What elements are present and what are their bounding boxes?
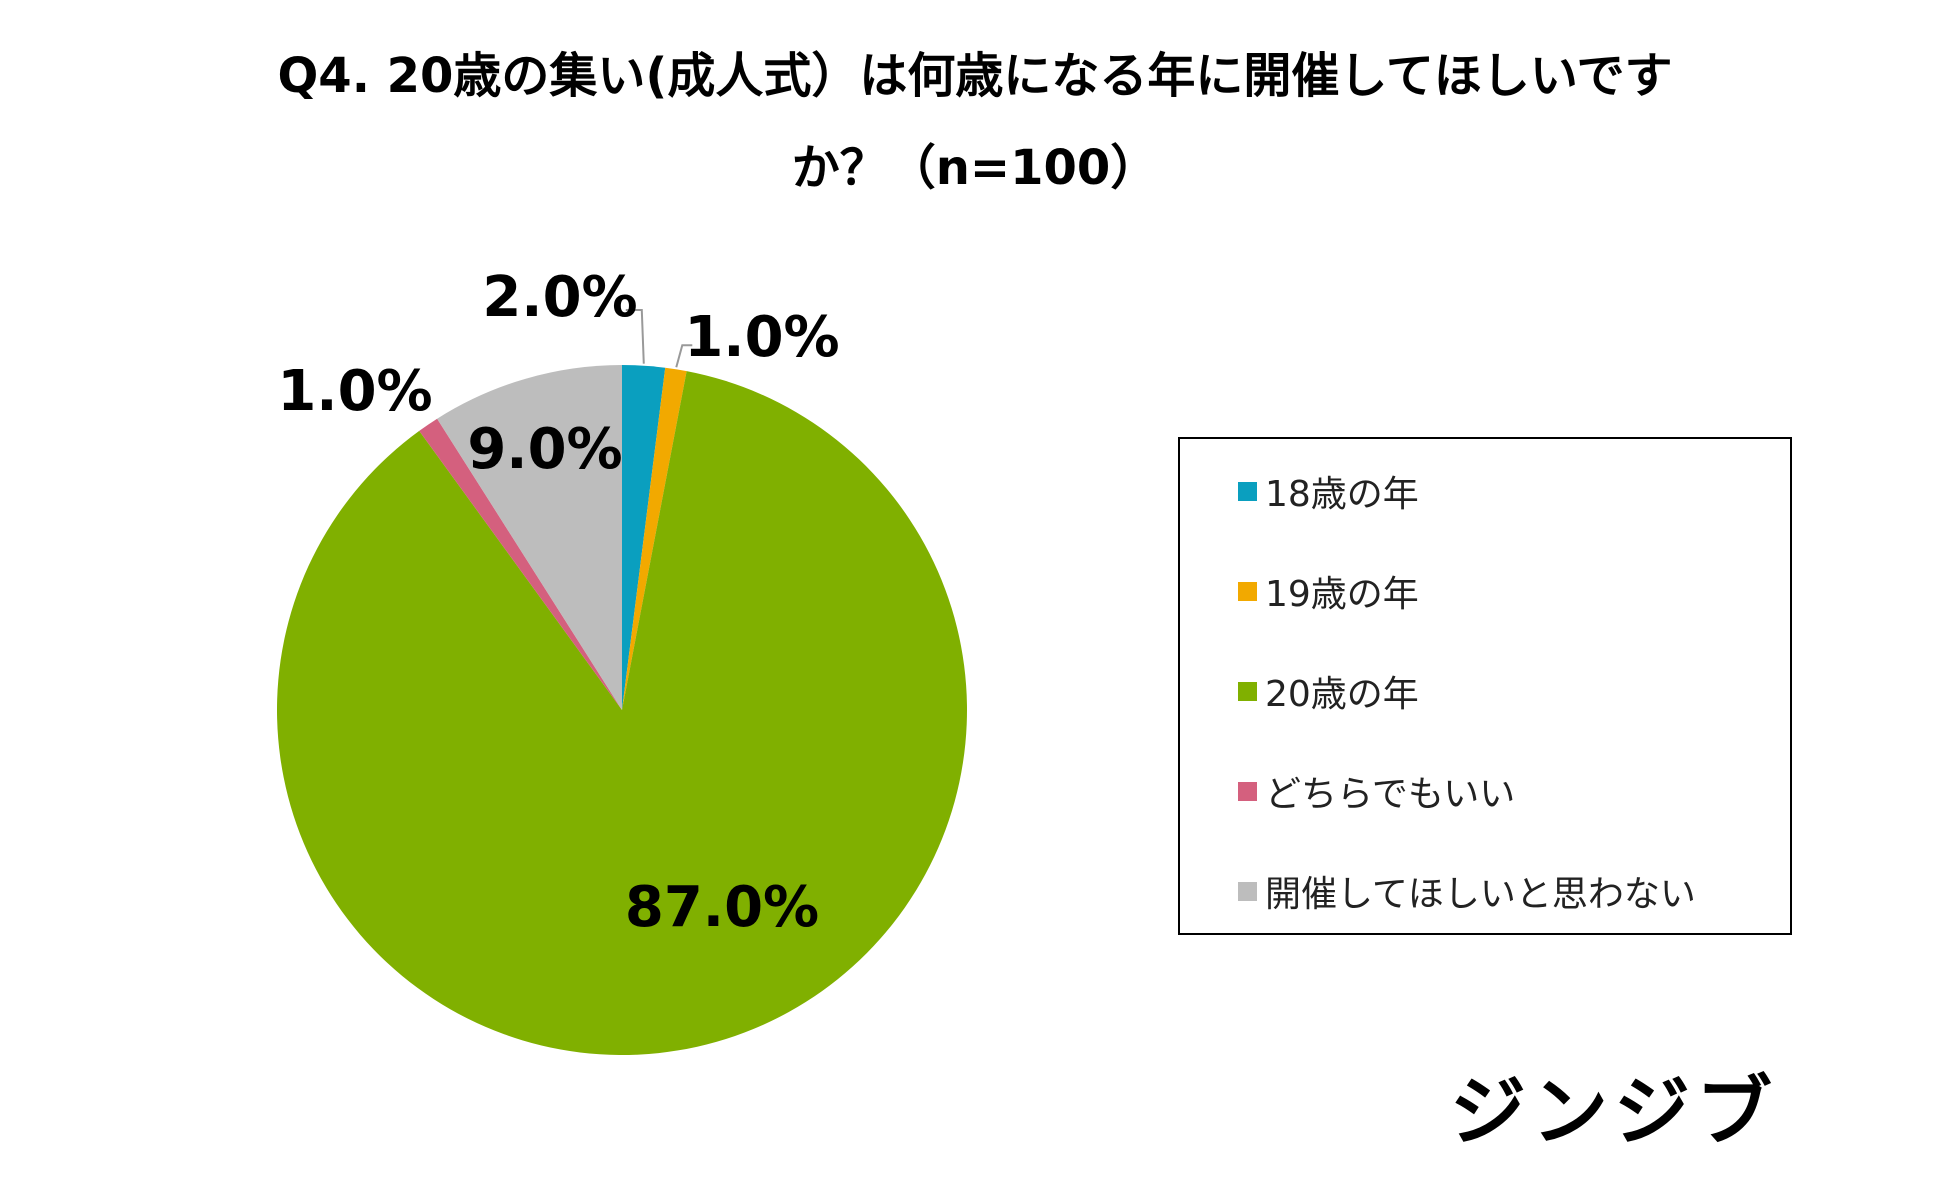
legend-item: 18歳の年 — [1238, 461, 1419, 521]
legend-label: 18歳の年 — [1265, 474, 1419, 515]
legend-label: どちらでもいい — [1265, 774, 1516, 815]
legend-item: どちらでもいい — [1238, 761, 1515, 821]
pie-slice — [622, 365, 666, 710]
leader-line — [675, 344, 693, 368]
data-label: 2.0% — [482, 265, 637, 330]
data-label: 87.0% — [625, 875, 819, 940]
legend-swatch — [1238, 581, 1257, 601]
brand-logo: ジンジブ — [1450, 1067, 1778, 1156]
legend-swatch — [1238, 681, 1257, 701]
chart-title: Q4. 20歳の集い(成人式）は何歳になる年に開催してほしいです か？（n=10… — [0, 30, 1950, 214]
legend: 18歳の年 19歳の年 20歳の年どちらでもいい開催してほしいと思わない — [1178, 437, 1792, 935]
chart-title-line-1: Q4. 20歳の集い(成人式）は何歳になる年に開催してほしいです — [277, 48, 1673, 104]
chart-title-line-2: か？（n=100） — [791, 140, 1159, 196]
legend-label: 開催してほしいと思わない — [1265, 874, 1696, 915]
legend-label: 20歳の年 — [1265, 674, 1419, 715]
pie-slice — [419, 418, 622, 710]
legend-item: 19歳の年 — [1238, 561, 1419, 621]
pie-slice — [276, 371, 967, 1055]
legend-swatch — [1238, 881, 1257, 901]
pie-slice — [437, 365, 622, 710]
data-label: 1.0% — [684, 305, 839, 370]
legend-item: 開催してほしいと思わない — [1238, 861, 1696, 921]
pie-slice — [622, 367, 687, 710]
data-label: 1.0% — [277, 359, 432, 424]
legend-swatch — [1238, 781, 1257, 801]
legend-swatch — [1238, 481, 1257, 501]
data-label: 9.0% — [467, 417, 622, 482]
legend-item: 20歳の年 — [1238, 661, 1419, 721]
leader-line — [625, 309, 645, 364]
legend-label: 19歳の年 — [1265, 574, 1419, 615]
